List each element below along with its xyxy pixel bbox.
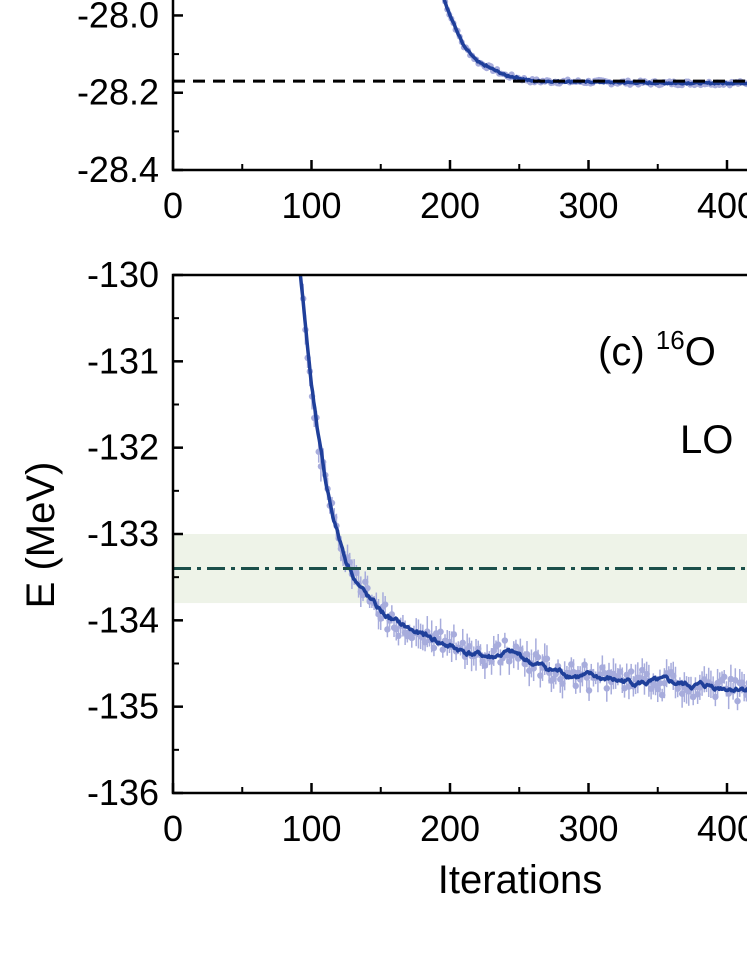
y-axis-title: E (MeV) bbox=[19, 462, 63, 609]
top-xtick-label: 0 bbox=[163, 185, 183, 226]
c-xtick-label: 100 bbox=[281, 808, 341, 849]
top-series-group bbox=[442, 0, 747, 89]
c-panel-annotation-line2: LO bbox=[680, 418, 733, 462]
top-xtick-label: 100 bbox=[281, 185, 341, 226]
c-marker bbox=[656, 680, 664, 687]
c-panel-annotation: (c) 16O bbox=[598, 325, 716, 374]
c-marker bbox=[437, 628, 444, 635]
c-ytick-label: -131 bbox=[87, 340, 159, 381]
c-marker bbox=[501, 637, 509, 644]
c-marker bbox=[581, 661, 588, 668]
top-xtick-label: 300 bbox=[558, 185, 618, 226]
c-marker bbox=[603, 685, 610, 692]
c-marker bbox=[743, 691, 747, 698]
c-ytick-label: -130 bbox=[87, 254, 159, 295]
c-ytick-label: -133 bbox=[87, 513, 159, 554]
c-marker bbox=[721, 673, 728, 681]
c-marker bbox=[381, 601, 389, 608]
c-marker bbox=[430, 644, 438, 652]
c-marker bbox=[384, 626, 391, 633]
top-ytick-label: -28.4 bbox=[77, 149, 159, 190]
c-ytick-label: -134 bbox=[87, 599, 159, 640]
top-series-line bbox=[442, 0, 747, 86]
c-marker bbox=[494, 641, 502, 648]
c-marker bbox=[572, 682, 579, 690]
x-axis-title: Iterations bbox=[438, 858, 603, 902]
top-panel: -28.0 -28.2 -28.40 100 200 300 400 bbox=[77, 0, 747, 226]
c-marker bbox=[534, 654, 542, 661]
c-series-group bbox=[298, 274, 747, 693]
c-series-line bbox=[298, 274, 747, 693]
top-ytick-label: -28.2 bbox=[77, 72, 159, 113]
c-marker bbox=[439, 646, 446, 653]
top-xtick-label: 400 bbox=[697, 185, 747, 226]
c-marker bbox=[543, 655, 551, 662]
c-marker bbox=[627, 668, 635, 675]
c-xtick-label: 0 bbox=[163, 808, 183, 849]
c-xtick-label: 400 bbox=[697, 808, 747, 849]
top-ticks-group: -28.0 -28.2 -28.40 100 200 300 400 bbox=[77, 0, 747, 226]
c-xtick-label: 300 bbox=[558, 808, 618, 849]
c-ytick-label: -136 bbox=[87, 772, 159, 813]
c-marker bbox=[583, 674, 591, 681]
c-marker bbox=[395, 632, 402, 640]
c-ytick-label: -135 bbox=[87, 686, 159, 727]
c-marker bbox=[459, 639, 466, 646]
c-xtick-label: 200 bbox=[420, 808, 480, 849]
c-marker bbox=[734, 697, 741, 705]
top-ytick-label: -28.0 bbox=[77, 0, 159, 35]
top-xtick-label: 200 bbox=[420, 185, 480, 226]
c-ytick-label: -132 bbox=[87, 427, 159, 468]
c-marker bbox=[450, 631, 458, 638]
c-marker bbox=[585, 687, 593, 694]
